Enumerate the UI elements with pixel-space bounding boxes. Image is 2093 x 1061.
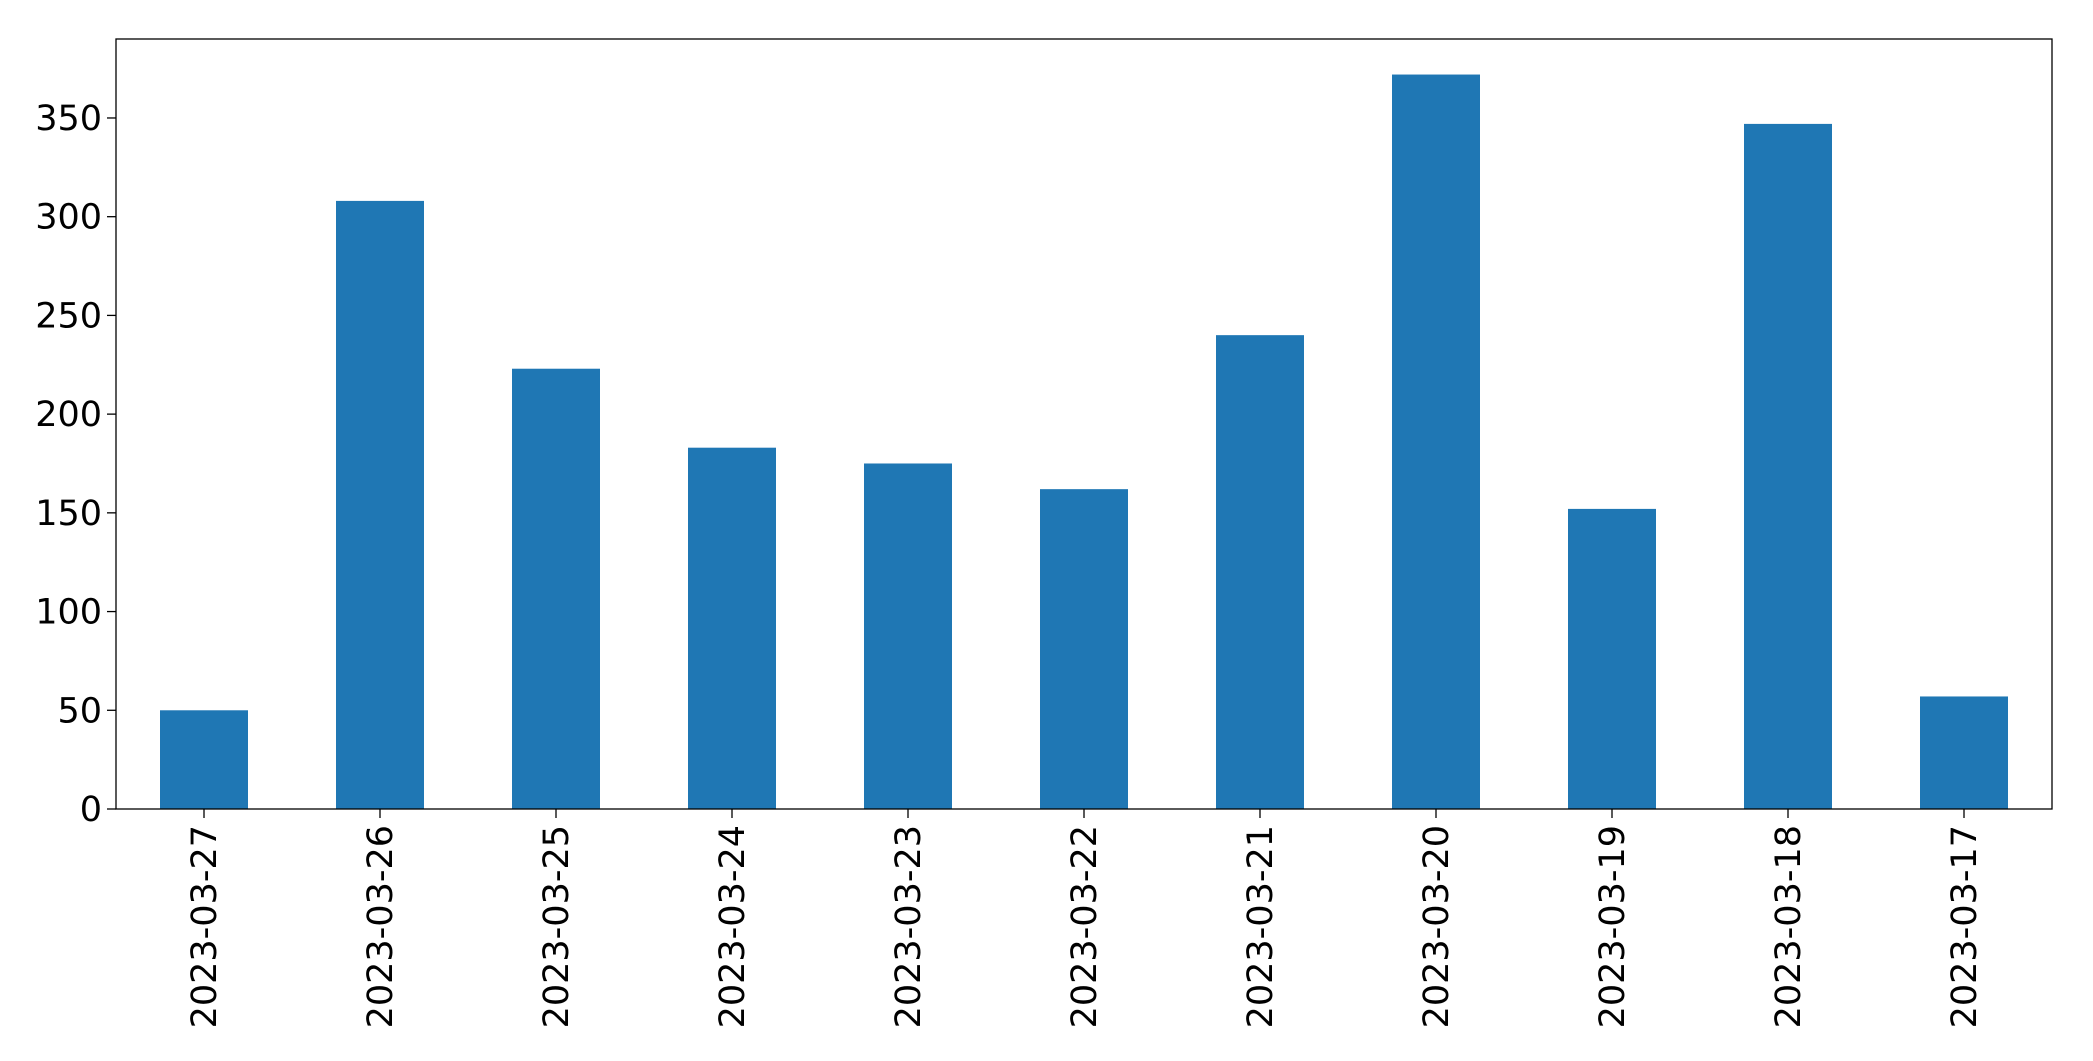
bar xyxy=(1040,489,1128,809)
bar xyxy=(512,368,600,809)
y-tick-label: 200 xyxy=(35,395,102,435)
x-tick-label: 2023-03-23 xyxy=(889,825,929,1028)
y-tick-label: 50 xyxy=(57,691,102,731)
bar xyxy=(336,200,424,809)
x-tick-label: 2023-03-25 xyxy=(537,825,577,1028)
y-tick-label: 0 xyxy=(80,790,102,830)
bar xyxy=(160,710,248,809)
x-tick-label: 2023-03-26 xyxy=(361,825,401,1028)
y-tick-label: 100 xyxy=(35,593,102,633)
x-tick-label: 2023-03-20 xyxy=(1417,825,1457,1028)
bar xyxy=(1216,335,1304,809)
y-tick-label: 300 xyxy=(35,198,102,238)
bar xyxy=(1920,696,2008,809)
x-tick-label: 2023-03-27 xyxy=(185,825,225,1028)
bar xyxy=(688,447,776,809)
x-tick-label: 2023-03-21 xyxy=(1241,825,1281,1028)
bar xyxy=(1568,508,1656,809)
bar xyxy=(1744,123,1832,809)
y-tick-label: 250 xyxy=(35,296,102,336)
x-tick-label: 2023-03-24 xyxy=(713,825,753,1028)
y-tick-label: 150 xyxy=(35,494,102,534)
x-tick-label: 2023-03-18 xyxy=(1769,825,1809,1028)
x-tick-label: 2023-03-19 xyxy=(1593,825,1633,1028)
y-tick-label: 350 xyxy=(35,99,102,139)
x-tick-label: 2023-03-22 xyxy=(1065,825,1105,1028)
bar xyxy=(864,463,952,809)
x-tick-label: 2023-03-17 xyxy=(1945,825,1985,1028)
axes-frame xyxy=(115,38,2053,810)
bar xyxy=(1392,74,1480,810)
